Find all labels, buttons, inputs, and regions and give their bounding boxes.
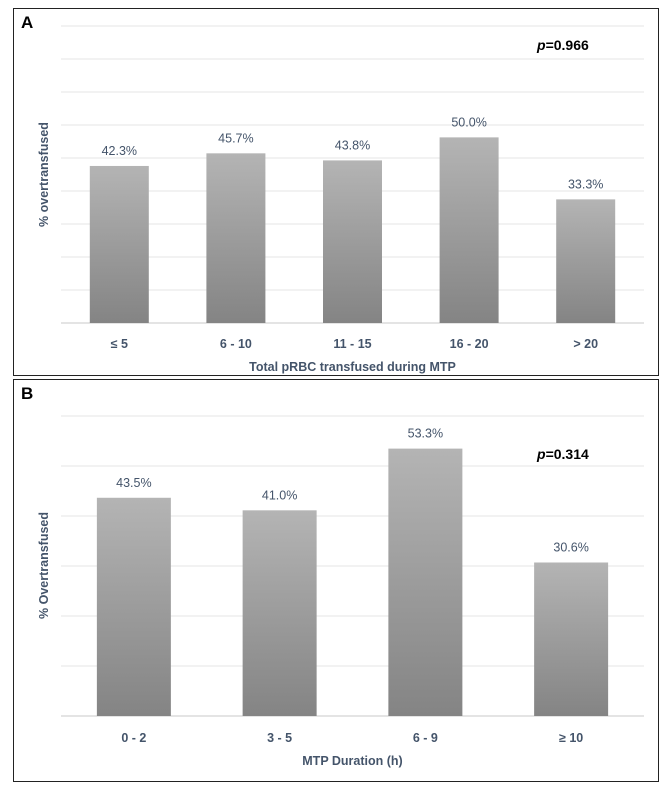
x-tick-label: 6 - 10 [220, 337, 252, 351]
bar [439, 137, 499, 323]
x-axis-label: Total pRBC transfused during MTP [249, 360, 456, 374]
data-label: 43.5% [116, 476, 151, 490]
x-tick-label: ≤ 5 [111, 337, 128, 351]
bar [89, 165, 149, 323]
x-axis-label: MTP Duration (h) [302, 754, 402, 768]
bar [556, 199, 616, 323]
data-label: 41.0% [262, 488, 297, 502]
bar [206, 153, 266, 323]
data-label: 33.3% [568, 177, 603, 191]
chart-panel-a: A p=0.966 42.3% ≤ 5 45.7% 6 - 10 43.8% 11 - 1… [13, 8, 659, 376]
chart-panel-b: B p=0.314 43.5% 0 - 2 41.0% 3 - 5 53.3% 6 - 9… [13, 379, 659, 782]
y-axis-label: % Overtransfused [37, 512, 51, 619]
p-value-text: =0.966 [545, 37, 589, 53]
p-value-annotation: p=0.966 [537, 37, 589, 53]
x-tick-label: 16 - 20 [450, 337, 489, 351]
bar [242, 510, 317, 716]
data-label: 45.7% [218, 131, 253, 145]
x-tick-label: 0 - 2 [121, 731, 146, 745]
bar-chart-a: 42.3% ≤ 5 45.7% 6 - 10 43.8% 11 - 15 50.0% 16 -… [37, 25, 644, 374]
p-value-text: =0.314 [545, 446, 589, 462]
p-symbol: p [537, 37, 546, 53]
x-tick-label: 3 - 5 [267, 731, 292, 745]
bar-chart-b: 43.5% 0 - 2 41.0% 3 - 5 53.3% 6 - 9 30.6% ≥ 10 M… [37, 415, 644, 768]
bar [534, 562, 609, 716]
y-axis-label: % overtransfused [37, 122, 51, 227]
bar [96, 497, 171, 716]
panel-letter: B [21, 384, 34, 403]
data-label: 50.0% [451, 115, 486, 129]
x-tick-label: 6 - 9 [413, 731, 438, 745]
x-tick-label: > 20 [573, 337, 598, 351]
p-symbol: p [537, 446, 546, 462]
data-label: 30.6% [553, 540, 588, 554]
x-tick-label: 11 - 15 [333, 337, 371, 351]
p-value-annotation: p=0.314 [537, 446, 589, 462]
data-label: 42.3% [102, 144, 137, 158]
data-label: 53.3% [408, 427, 443, 441]
data-label: 43.8% [335, 138, 370, 152]
bar [388, 448, 463, 716]
x-tick-label: ≥ 10 [559, 731, 583, 745]
bar [323, 160, 382, 323]
panel-letter: A [21, 13, 34, 32]
